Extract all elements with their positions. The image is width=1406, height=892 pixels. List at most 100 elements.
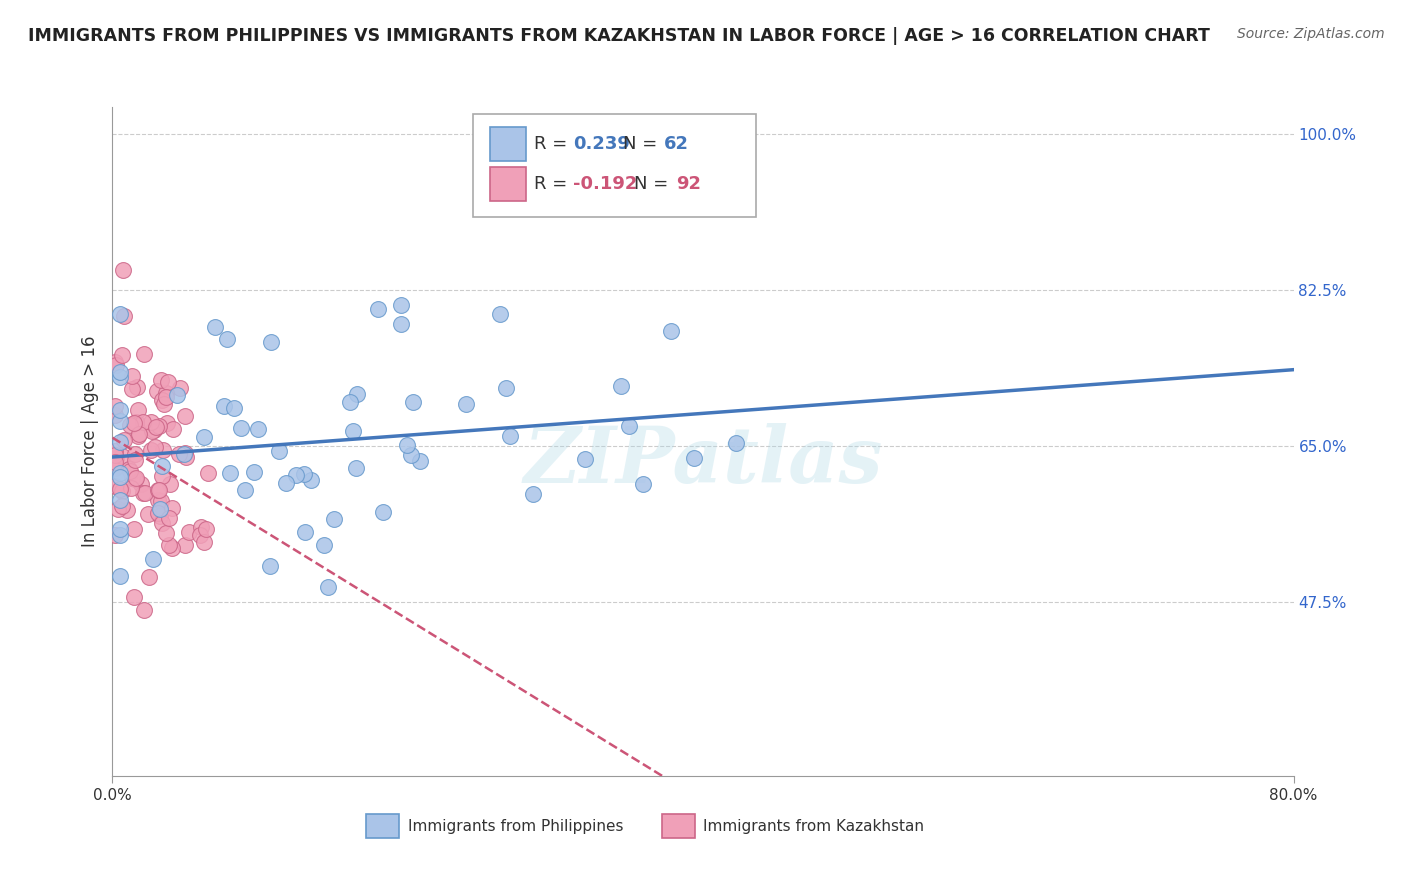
Point [139, 443, 162, 458]
Point [112, 309, 135, 323]
Point [127, 402, 149, 417]
Point [159, 476, 181, 491]
Text: Immigrants from Philippines: Immigrants from Philippines [408, 819, 623, 834]
Point [112, 433, 135, 447]
Point [682, 450, 704, 465]
Point [169, 381, 191, 395]
Point [153, 397, 176, 411]
Point [141, 424, 163, 438]
Point [108, 365, 131, 379]
Point [108, 527, 131, 541]
Text: 92: 92 [676, 175, 700, 193]
Point [190, 520, 212, 534]
Point [162, 422, 184, 436]
Point [111, 483, 134, 498]
Point [111, 348, 134, 362]
Point [122, 416, 145, 430]
Point [174, 450, 197, 464]
Point [396, 437, 419, 451]
Point [204, 319, 226, 334]
Point [610, 379, 633, 393]
Point [188, 528, 211, 542]
Point [389, 317, 412, 331]
Point [159, 511, 181, 525]
Point [124, 453, 146, 467]
Point [152, 443, 174, 458]
Point [104, 528, 127, 542]
Point [150, 516, 173, 530]
Point [131, 486, 153, 500]
Point [108, 466, 131, 480]
Point [371, 505, 394, 519]
Point [233, 483, 256, 497]
Point [104, 454, 127, 468]
Point [108, 569, 131, 583]
Point [495, 380, 517, 394]
Point [108, 482, 131, 496]
Point [107, 502, 129, 516]
Point [132, 347, 155, 361]
Point [118, 465, 141, 479]
Point [246, 422, 269, 436]
Point [160, 501, 183, 516]
Point [148, 493, 170, 508]
Point [145, 420, 167, 434]
Point [156, 375, 179, 389]
Point [104, 460, 127, 475]
Text: R =: R = [534, 175, 574, 193]
Point [108, 403, 131, 417]
Point [111, 499, 134, 513]
FancyBboxPatch shape [472, 114, 756, 218]
Point [121, 383, 143, 397]
FancyBboxPatch shape [491, 128, 526, 161]
Point [231, 420, 253, 434]
Text: ZIPatlas: ZIPatlas [523, 424, 883, 500]
Point [342, 425, 364, 439]
Point [148, 483, 170, 497]
Point [659, 325, 682, 339]
Point [136, 508, 159, 522]
Point [157, 538, 180, 552]
Point [367, 302, 389, 317]
Point [118, 417, 141, 432]
Point [150, 373, 173, 387]
Point [155, 390, 177, 404]
Point [197, 467, 219, 481]
FancyBboxPatch shape [662, 814, 695, 838]
Point [105, 358, 128, 372]
Point [134, 603, 156, 617]
Point [214, 399, 236, 413]
Point [633, 477, 655, 491]
Point [108, 435, 131, 450]
Point [124, 447, 146, 461]
Point [129, 477, 152, 491]
Point [115, 503, 138, 517]
Point [173, 409, 195, 424]
Text: 62: 62 [664, 135, 689, 153]
Point [104, 452, 127, 467]
Point [194, 522, 217, 536]
FancyBboxPatch shape [491, 167, 526, 201]
Text: IMMIGRANTS FROM PHILIPPINES VS IMMIGRANTS FROM KAZAKHSTAN IN LABOR FORCE | AGE >: IMMIGRANTS FROM PHILIPPINES VS IMMIGRANT… [28, 27, 1211, 45]
Point [454, 397, 477, 411]
Point [121, 369, 143, 384]
Point [118, 462, 141, 476]
Point [104, 451, 127, 466]
Text: Immigrants from Kazakhstan: Immigrants from Kazakhstan [703, 819, 924, 834]
Text: 0.239: 0.239 [574, 135, 630, 153]
Point [122, 522, 145, 536]
Point [149, 493, 172, 508]
Point [499, 429, 522, 443]
Point [724, 436, 747, 450]
Point [104, 443, 127, 458]
Point [243, 465, 266, 479]
Point [173, 538, 195, 552]
Point [124, 471, 146, 485]
Point [294, 525, 316, 540]
Point [267, 444, 290, 458]
Point [522, 486, 544, 500]
Point [259, 559, 281, 574]
Point [143, 441, 166, 455]
Text: -0.192: -0.192 [574, 175, 637, 193]
Point [128, 427, 150, 442]
